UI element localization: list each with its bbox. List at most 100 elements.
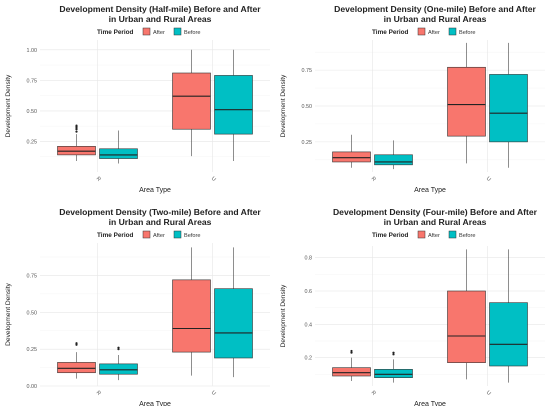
y-tick-label: 0.00 — [27, 384, 38, 390]
box-before-u — [214, 247, 253, 378]
box-iqr — [214, 288, 253, 359]
x-axis-label: Area Type — [414, 401, 446, 406]
outlier-point — [75, 342, 78, 345]
box-iqr — [489, 302, 528, 367]
legend-title: Time Period — [97, 29, 134, 36]
box-after-r — [57, 342, 96, 379]
chart-panel-4: Development Density (Four-mile) Before a… — [280, 207, 545, 406]
legend-title: Time Period — [372, 232, 409, 239]
y-tick-label: 0.25 — [27, 139, 38, 145]
box-before-r — [99, 130, 138, 164]
box-before-u — [214, 49, 253, 161]
legend-title: Time Period — [372, 29, 409, 36]
x-axis-label: Area Type — [414, 187, 446, 194]
box-iqr — [489, 74, 528, 143]
chart-title: Development Density (Half-mile) Before a… — [59, 4, 261, 24]
legend-key-after — [417, 230, 426, 239]
legend-label-before: Before — [459, 233, 475, 239]
y-tick-label: 1.00 — [27, 48, 38, 54]
legend-key-after — [142, 230, 151, 239]
y-tick-label: 0.50 — [27, 310, 38, 316]
x-tick-label: U — [210, 176, 217, 183]
legend-key-after — [417, 27, 426, 36]
outlier-point — [350, 349, 353, 353]
legend-key-before — [448, 230, 457, 239]
legend-label-after: After — [153, 30, 165, 36]
box-after-u — [447, 42, 486, 164]
box-before-u — [489, 42, 528, 168]
box-iqr — [214, 75, 253, 135]
outlier-point — [117, 346, 120, 349]
x-tick-label: R — [95, 176, 102, 183]
chart-panel-1: Development Density (Half-mile) Before a… — [5, 4, 270, 194]
x-axis-label: Area Type — [139, 401, 171, 406]
chart-title: Development Density (One-mile) Before an… — [334, 4, 536, 24]
box-before-r — [374, 351, 413, 383]
y-tick-label: 0.50 — [302, 104, 313, 110]
y-tick-label: 0.50 — [27, 109, 38, 115]
box-iqr — [99, 148, 138, 159]
box-iqr — [172, 279, 211, 353]
legend-key-before — [173, 230, 182, 239]
outlier-point — [75, 124, 78, 127]
box-iqr — [99, 363, 138, 375]
box-iqr — [332, 151, 371, 163]
box-after-u — [447, 249, 486, 380]
y-tick-label: 0.4 — [305, 322, 313, 328]
x-tick-label: R — [95, 390, 102, 397]
legend-key-before — [173, 27, 182, 36]
y-axis-label: Development Density — [5, 282, 12, 345]
y-axis-label: Development Density — [280, 74, 287, 137]
outlier-point — [392, 353, 395, 356]
box-iqr — [374, 369, 413, 378]
y-tick-label: 0.8 — [305, 256, 313, 262]
legend-label-before: Before — [184, 30, 200, 36]
outlier-point — [350, 351, 353, 354]
box-iqr — [332, 367, 371, 377]
y-tick-label: 0.6 — [305, 289, 313, 295]
box-iqr — [447, 66, 486, 137]
box-after-u — [172, 49, 211, 157]
x-tick-label: R — [370, 176, 377, 183]
box-before-r — [99, 346, 138, 381]
box-iqr — [172, 72, 211, 130]
legend-label-after: After — [153, 233, 165, 239]
x-tick-label: R — [370, 390, 377, 397]
y-tick-label: 0.2 — [305, 356, 313, 362]
chart-title: Development Density (Two-mile) Before an… — [59, 207, 261, 227]
chart-panel-2: Development Density (One-mile) Before an… — [280, 4, 545, 194]
y-tick-label: 0.25 — [27, 347, 38, 353]
outlier-point — [392, 351, 395, 354]
y-tick-label: 0.75 — [302, 68, 313, 74]
box-after-r — [57, 124, 96, 161]
y-tick-label: 0.25 — [302, 140, 313, 146]
legend-title: Time Period — [97, 232, 134, 239]
outlier-point — [75, 130, 78, 133]
box-before-r — [374, 140, 413, 170]
box-after-r — [332, 349, 371, 381]
legend-label-before: Before — [459, 30, 475, 36]
y-tick-label: 0.75 — [27, 273, 38, 279]
box-iqr — [57, 362, 96, 374]
legend-label-after: After — [428, 30, 440, 36]
box-before-u — [489, 249, 528, 383]
x-tick-label: U — [485, 390, 492, 397]
legend-label-before: Before — [184, 233, 200, 239]
x-tick-label: U — [210, 390, 217, 397]
chart-title: Development Density (Four-mile) Before a… — [333, 207, 538, 227]
legend-label-after: After — [428, 233, 440, 239]
x-tick-label: U — [485, 176, 492, 183]
y-axis-label: Development Density — [280, 284, 287, 347]
box-after-r — [332, 134, 371, 168]
x-axis-label: Area Type — [139, 187, 171, 194]
box-iqr — [57, 146, 96, 156]
chart-panel-3: Development Density (Two-mile) Before an… — [5, 207, 270, 406]
box-after-u — [172, 247, 211, 376]
box-iqr — [374, 154, 413, 166]
box-iqr — [447, 290, 486, 363]
legend-key-after — [142, 27, 151, 36]
legend-key-before — [448, 27, 457, 36]
y-axis-label: Development Density — [5, 74, 12, 137]
y-tick-label: 0.75 — [27, 78, 38, 84]
